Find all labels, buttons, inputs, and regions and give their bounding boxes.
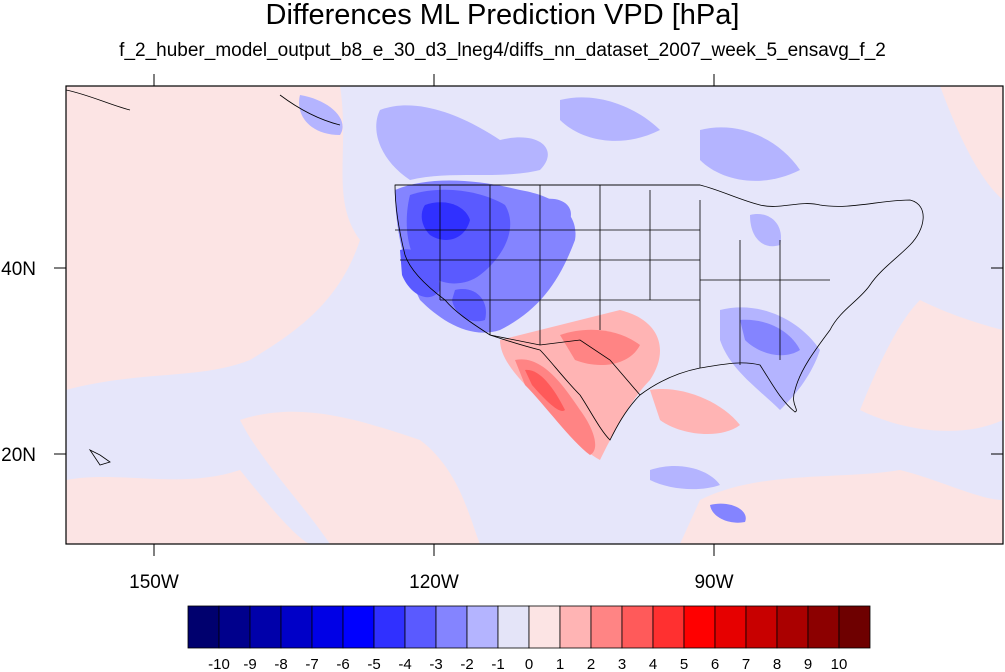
x-tick-label: 150W bbox=[129, 572, 179, 593]
colorbar-label: 6 bbox=[711, 656, 719, 672]
colorbar-box bbox=[435, 605, 468, 649]
colorbar-box bbox=[342, 605, 375, 649]
colorbar-box bbox=[528, 605, 561, 649]
colorbar-label: -7 bbox=[305, 656, 318, 672]
y-tick-label: 40N bbox=[1, 259, 36, 280]
colorbar-label: 2 bbox=[587, 656, 595, 672]
colorbar-box bbox=[776, 605, 809, 649]
colorbar-label: -3 bbox=[429, 656, 442, 672]
map-subtitle: f_2_huber_model_output_b8_e_30_d3_lneg4/… bbox=[119, 40, 886, 61]
colorbar-box bbox=[187, 605, 220, 649]
colorbar-label: 4 bbox=[649, 656, 657, 672]
colorbar-label: 10 bbox=[831, 656, 848, 672]
y-tick-label: 20N bbox=[1, 445, 36, 466]
coastlines-and-borders bbox=[66, 89, 924, 466]
colorbar-label: 1 bbox=[556, 656, 564, 672]
x-tick-label: 120W bbox=[409, 572, 459, 593]
colorbar-boxes bbox=[187, 605, 871, 649]
colorbar-label: -4 bbox=[398, 656, 411, 672]
colorbar-box bbox=[590, 605, 623, 649]
map-title: Differences ML Prediction VPD [hPa] bbox=[265, 0, 740, 31]
colorbar-label: -2 bbox=[460, 656, 473, 672]
colorbar-box bbox=[807, 605, 840, 649]
colorbar-label: 5 bbox=[680, 656, 688, 672]
colorbar-box bbox=[373, 605, 406, 649]
colorbar-label: -1 bbox=[491, 656, 504, 672]
colorbar-labels: -10 -9 -8 -7 -6 -5 -4 -3 -2 -1 0 1 2 3 4 5 6 7 8 9 10 bbox=[208, 656, 847, 672]
colorbar-label: -5 bbox=[367, 656, 380, 672]
colorbar-box bbox=[497, 605, 530, 649]
colorbar-box bbox=[559, 605, 592, 649]
colorbar-label: 8 bbox=[773, 656, 781, 672]
colorbar-box bbox=[311, 605, 344, 649]
colorbar-box bbox=[404, 605, 437, 649]
colorbar-label: -6 bbox=[336, 656, 349, 672]
colorbar-box bbox=[249, 605, 282, 649]
colorbar-box bbox=[652, 605, 685, 649]
colorbar-label: -8 bbox=[274, 656, 287, 672]
colorbar-box bbox=[218, 605, 251, 649]
colorbar-box bbox=[621, 605, 654, 649]
colorbar-label: -9 bbox=[243, 656, 256, 672]
colorbar-box bbox=[714, 605, 747, 649]
colorbar-box bbox=[280, 605, 313, 649]
colorbar-label: 9 bbox=[804, 656, 812, 672]
map-field bbox=[66, 86, 1003, 544]
colorbar-box bbox=[466, 605, 499, 649]
colorbar-label: 3 bbox=[618, 656, 626, 672]
colorbar-label: 0 bbox=[525, 656, 533, 672]
colorbar-box bbox=[745, 605, 778, 649]
x-tick-label: 90W bbox=[694, 572, 733, 593]
axis-ticks bbox=[54, 74, 1003, 556]
colorbar-label: 7 bbox=[742, 656, 750, 672]
colorbar-box bbox=[683, 605, 716, 649]
colorbar-label: -10 bbox=[208, 656, 230, 672]
colorbar-box bbox=[838, 605, 871, 649]
